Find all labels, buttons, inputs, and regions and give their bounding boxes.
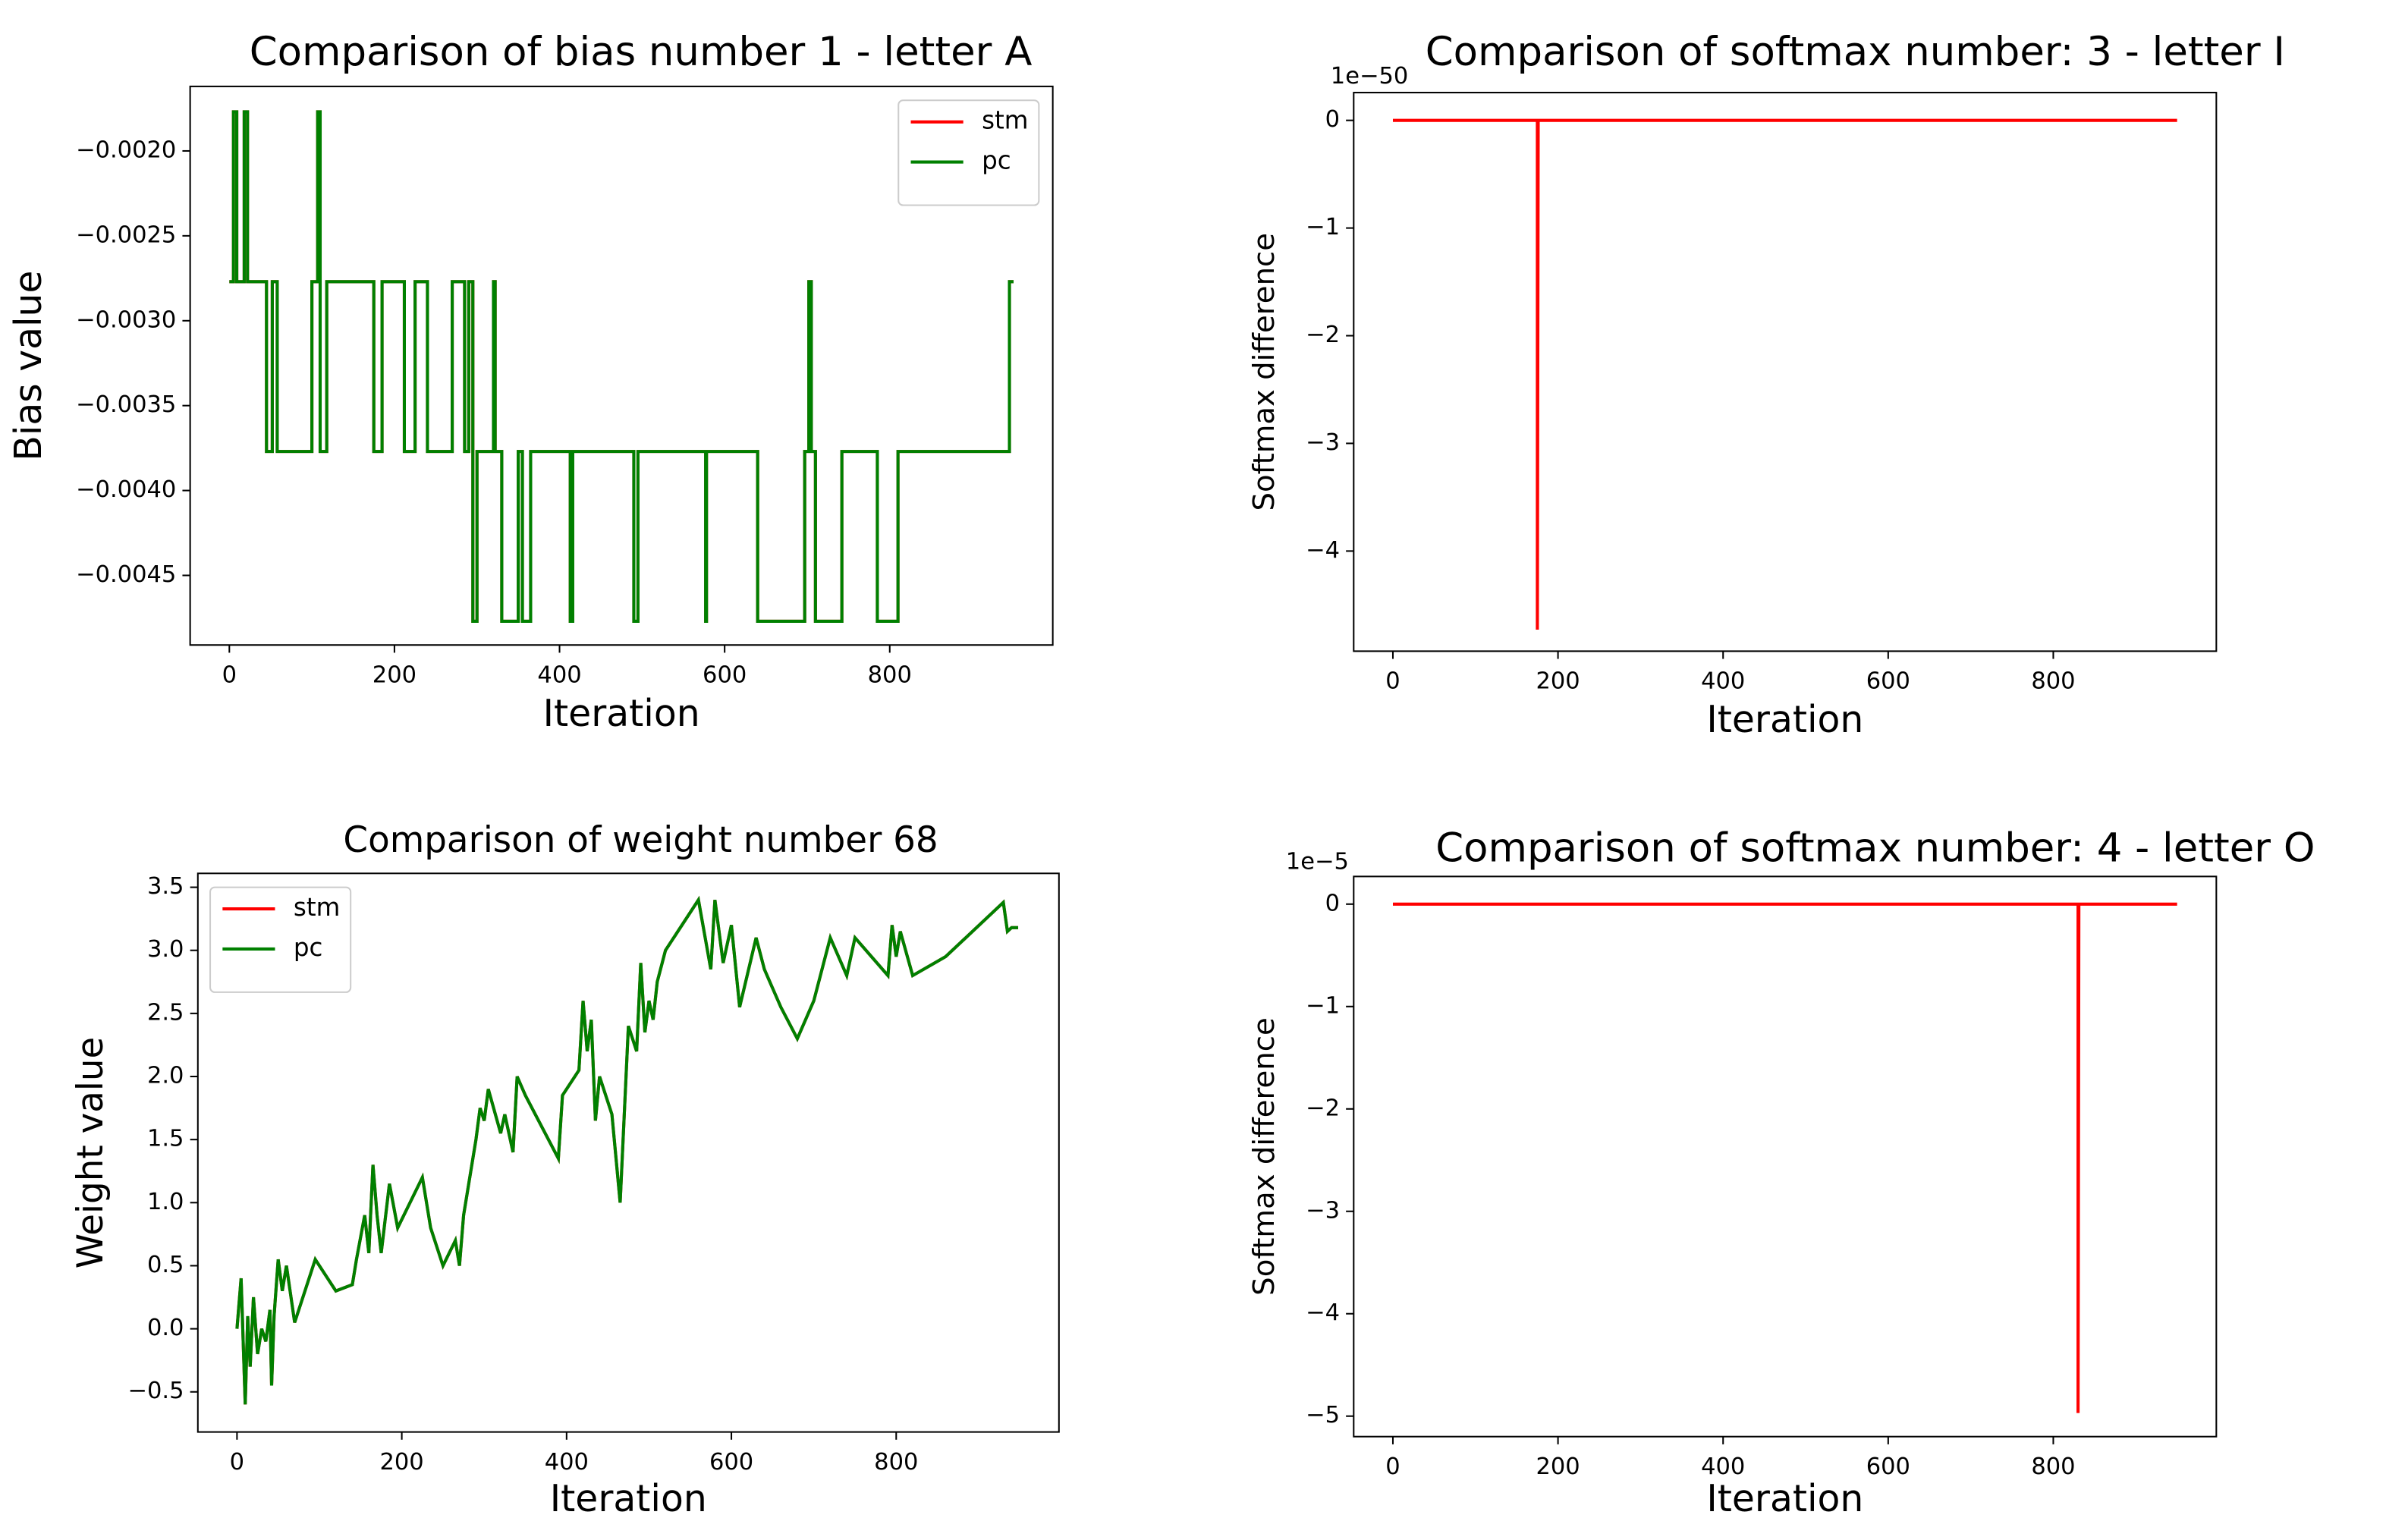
y-tick-label: −0.0045 — [76, 561, 176, 588]
y-offset-label: 1e−50 — [1331, 63, 1409, 90]
legend-label: stm — [982, 106, 1028, 135]
plot-frame — [189, 85, 1054, 646]
x-tick-label: 0 — [1385, 668, 1400, 695]
x-tick-label: 800 — [874, 1449, 918, 1476]
plot-frame — [1353, 92, 2218, 652]
x-tick-label: 0 — [222, 662, 237, 688]
x-tick-label: 0 — [1385, 1454, 1400, 1480]
y-tick-label: −2 — [1306, 322, 1340, 348]
y-tick-label: −1 — [1306, 992, 1340, 1019]
legend-label: pc — [294, 933, 323, 962]
legend-label: pc — [982, 146, 1011, 175]
x-tick-label: 400 — [1701, 668, 1745, 695]
y-tick-label: 2.0 — [147, 1063, 184, 1089]
chart-title: Comparison of bias number 1 - letter A — [250, 29, 1033, 75]
y-tick-label: 0 — [1325, 106, 1340, 133]
data-line — [1392, 902, 2177, 1413]
y-tick-label: −4 — [1306, 537, 1340, 564]
y-axis-label: Softmax difference — [1247, 233, 1281, 511]
y-tick-label: 1.0 — [147, 1189, 184, 1215]
x-tick-label: 600 — [703, 662, 747, 688]
data-line — [1392, 118, 2177, 630]
y-tick-label: −1 — [1306, 214, 1340, 240]
x-tick-label: 600 — [1866, 1454, 1910, 1480]
x-axis-label: Iteration — [1706, 1477, 1863, 1520]
y-tick-label: −0.0020 — [76, 137, 176, 163]
y-tick-label: 1.5 — [147, 1126, 184, 1152]
y-tick-label: −0.0040 — [76, 476, 176, 503]
x-axis-label: Iteration — [1706, 698, 1863, 741]
legend-label: stm — [294, 893, 340, 922]
chart-title: Comparison of softmax number: 3 - letter… — [1426, 29, 2285, 75]
y-tick-label: 3.0 — [147, 936, 184, 963]
plot-frame — [196, 872, 1060, 1433]
y-offset-label: 1e−5 — [1286, 849, 1349, 875]
legend-box — [897, 99, 1040, 206]
y-axis-label: Softmax difference — [1247, 1017, 1281, 1296]
x-tick-label: 400 — [537, 662, 581, 688]
y-tick-label: −4 — [1306, 1300, 1340, 1326]
data-line — [235, 895, 1019, 1405]
x-tick-label: 400 — [545, 1449, 589, 1476]
y-tick-label: −2 — [1306, 1095, 1340, 1121]
x-tick-label: 800 — [868, 662, 912, 688]
x-tick-label: 200 — [1536, 1454, 1580, 1480]
y-tick-label: 2.5 — [147, 999, 184, 1026]
x-tick-label: 0 — [230, 1449, 244, 1476]
data-line — [229, 110, 1014, 623]
data-line — [229, 110, 1014, 623]
y-tick-label: −3 — [1306, 1197, 1340, 1224]
y-axis-label: Bias value — [7, 270, 50, 460]
y-tick-label: 0.0 — [147, 1315, 184, 1341]
x-tick-label: 800 — [2031, 668, 2075, 695]
y-tick-label: −0.0035 — [76, 391, 176, 418]
y-axis-label: Weight value — [71, 1037, 112, 1269]
x-tick-label: 200 — [373, 662, 417, 688]
y-tick-label: 3.5 — [147, 873, 184, 900]
y-tick-label: −0.5 — [127, 1378, 184, 1404]
y-tick-label: 0 — [1325, 890, 1340, 916]
data-line — [235, 895, 1019, 1405]
legend-box — [209, 886, 352, 993]
x-tick-label: 600 — [709, 1449, 753, 1476]
x-tick-label: 800 — [2031, 1454, 2075, 1480]
x-axis-label: Iteration — [550, 1477, 707, 1520]
y-tick-label: −5 — [1306, 1402, 1340, 1428]
y-tick-label: 0.5 — [147, 1252, 184, 1278]
chart-title: Comparison of weight number 68 — [343, 820, 938, 861]
x-axis-label: Iteration — [543, 692, 700, 735]
plot-frame — [1353, 875, 2218, 1438]
x-tick-label: 600 — [1866, 668, 1910, 695]
x-tick-label: 200 — [379, 1449, 423, 1476]
x-tick-label: 400 — [1701, 1454, 1745, 1480]
y-tick-label: −0.0030 — [76, 306, 176, 333]
x-tick-label: 200 — [1536, 668, 1580, 695]
chart-title: Comparison of softmax number: 4 - letter… — [1435, 825, 2315, 871]
y-tick-label: −0.0025 — [76, 222, 176, 248]
y-tick-label: −3 — [1306, 429, 1340, 456]
